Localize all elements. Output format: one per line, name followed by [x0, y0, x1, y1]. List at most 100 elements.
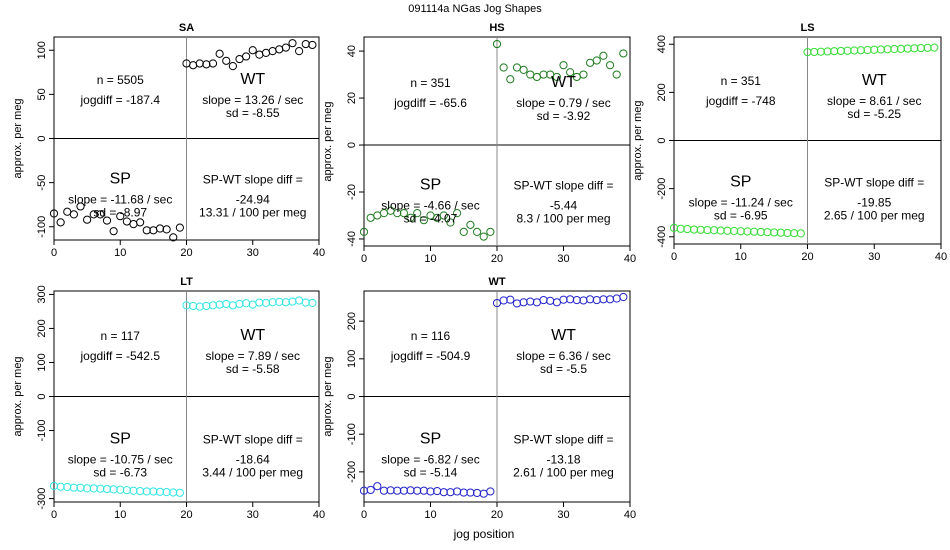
wt-data-point: [268, 47, 277, 56]
wt-data-point: [222, 56, 231, 65]
jogdiff-label: jogdiff = -504.9: [390, 349, 471, 363]
wt-data-point: [301, 298, 310, 307]
sp-data-point: [76, 202, 85, 211]
y-tick-label: 200: [346, 312, 358, 330]
wt-data-point: [519, 298, 528, 307]
wt-data-point: [261, 48, 271, 57]
wt-slope-label: slope = 6.36 / sec: [516, 349, 610, 363]
sp-data-point: [373, 211, 382, 220]
sp-sd-label: sd = -6.95: [714, 208, 768, 222]
sp-data-point: [76, 483, 85, 492]
sp-data-point: [122, 485, 131, 495]
sp-data-point: [69, 483, 78, 492]
sp-data-point: [142, 487, 151, 496]
sp-data-point: [446, 488, 455, 497]
wt-data-point: [288, 39, 297, 48]
sp-data-point: [763, 228, 772, 237]
wt-data-point: [539, 295, 548, 305]
wt-data-point: [499, 63, 508, 72]
sp-data-point: [796, 229, 805, 238]
slope-diff-label: SP-WT slope diff =: [514, 432, 614, 446]
panel-title: HS: [489, 22, 504, 34]
sp-data-point: [175, 488, 184, 497]
sp-data-point: [69, 210, 78, 219]
wt-data-point: [195, 302, 204, 311]
y-axis-label: approx. per meg: [632, 100, 644, 180]
wt-data-point: [235, 299, 244, 309]
n-count-label: n = 351: [721, 74, 762, 88]
sp-data-point: [155, 224, 165, 233]
sp-sd-label: sd = -5.14: [404, 465, 458, 479]
wt-sd-label: sd = -5.58: [226, 362, 280, 376]
y-tick-label: 100: [36, 353, 48, 371]
wt-data-point: [268, 298, 277, 307]
y-tick-label: -100: [36, 216, 48, 238]
wt-data-point: [552, 72, 561, 82]
y-tick-label: 0: [656, 137, 668, 143]
sp-data-point: [770, 228, 779, 237]
x-tick-label: 10: [735, 251, 747, 263]
sp-data-point: [743, 227, 752, 236]
wt-data-point: [605, 61, 615, 70]
y-tick-label: 0: [36, 135, 48, 141]
sp-data-point: [399, 486, 408, 495]
wt-data-point: [572, 295, 581, 305]
sp-data-point: [479, 232, 488, 241]
n-count-label: n = 5505: [97, 73, 144, 87]
y-tick-label: -200: [656, 178, 668, 200]
wt-data-point: [566, 68, 575, 77]
sp-data-point: [689, 225, 699, 234]
panel-title: LS: [800, 22, 814, 34]
sp-data-point: [96, 210, 105, 219]
wt-data-point: [532, 72, 542, 82]
y-tick-label: -300: [36, 488, 48, 510]
sp-data-point: [439, 488, 448, 497]
wt-data-point: [883, 45, 892, 54]
sp-data-point: [486, 487, 495, 496]
panel-sa: SA approx. per meg 0 10 20 30 40 -100 -50 0 50 100 n…: [12, 22, 325, 259]
y-tick-label: -400: [656, 226, 668, 248]
sp-data-point: [109, 227, 118, 236]
wt-data-point: [275, 45, 284, 54]
sp-data-point: [109, 485, 118, 494]
wt-data-point: [255, 298, 264, 307]
wt-data-point: [579, 296, 588, 305]
wt-data-point: [586, 58, 595, 67]
y-axis-label: approx. per meg: [322, 101, 334, 181]
wt-data-point: [499, 296, 508, 305]
sp-data-point: [472, 488, 482, 498]
wt-quadrant-label: WT: [551, 327, 576, 344]
slope-diff-per-meg: 8.3 / 100 per meg: [516, 212, 610, 226]
sp-data-point: [136, 218, 145, 227]
wt-data-point: [526, 70, 535, 79]
wt-data-point: [559, 61, 568, 70]
sp-data-point: [459, 227, 468, 237]
wt-data-point: [228, 62, 237, 71]
y-tick-label: -200: [346, 461, 358, 483]
slope-diff-label: SP-WT slope diff =: [203, 432, 303, 446]
wt-data-point: [810, 47, 819, 57]
x-tick-label: 20: [491, 253, 503, 265]
y-tick-label: 200: [36, 319, 48, 337]
wt-data-point: [189, 301, 198, 311]
sp-data-point: [426, 487, 435, 496]
wt-data-point: [552, 298, 561, 307]
sp-slope-label: slope = -6.82 / sec: [381, 452, 479, 466]
y-tick-label: 300: [36, 285, 48, 303]
x-axis-label: jog position: [453, 527, 515, 541]
sp-data-point: [149, 226, 158, 235]
wt-data-point: [242, 299, 251, 308]
panel-lt: LT approx. per meg 0 10 20 30 40 -300 -100 0 100 20…: [12, 276, 325, 521]
sp-data-point: [359, 227, 369, 237]
x-tick-label: 40: [935, 251, 947, 263]
wt-data-point: [803, 48, 812, 57]
wt-data-point: [830, 47, 839, 56]
wt-data-point: [579, 70, 588, 79]
wt-data-point: [612, 294, 621, 303]
x-tick-label: 40: [624, 253, 636, 265]
wt-sd-label: sd = -8.55: [226, 106, 280, 120]
wt-data-point: [592, 295, 601, 305]
wt-quadrant-label: WT: [862, 72, 887, 89]
